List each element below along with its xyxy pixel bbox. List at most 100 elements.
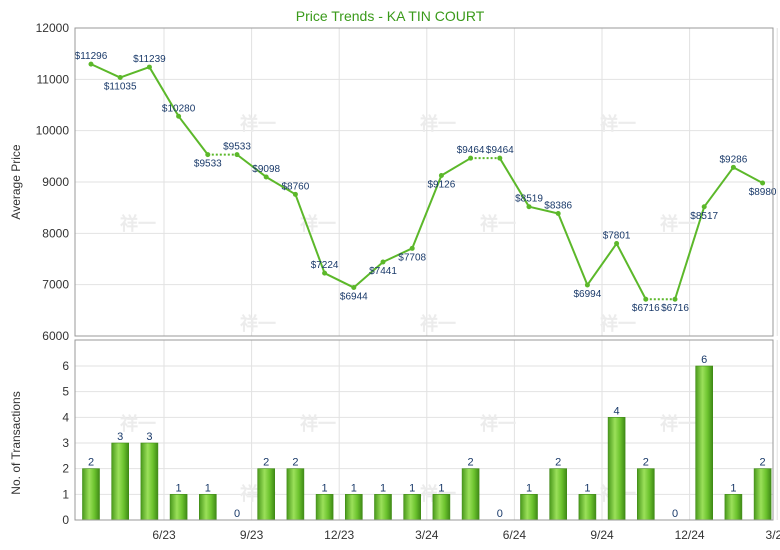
transactions-data-label: 2 bbox=[88, 457, 94, 469]
x-tick-label: 9/23 bbox=[240, 528, 264, 542]
price-data-label: $11035 bbox=[104, 82, 137, 93]
transactions-bar bbox=[82, 468, 100, 521]
transactions-y-tick-label: 4 bbox=[62, 410, 69, 424]
price-data-label: $6944 bbox=[340, 292, 368, 303]
price-data-label: $11296 bbox=[75, 51, 108, 62]
price-data-label: $10280 bbox=[162, 103, 196, 114]
transactions-bar bbox=[169, 494, 188, 521]
price-data-label: $7801 bbox=[603, 231, 631, 242]
transactions-bar bbox=[403, 494, 422, 521]
price-line-segment bbox=[265, 176, 296, 196]
price-point bbox=[643, 296, 649, 302]
price-data-label: $6716 bbox=[632, 303, 660, 314]
transactions-bar bbox=[286, 468, 305, 521]
price-line-segment bbox=[411, 175, 443, 249]
price-line-segment bbox=[615, 243, 647, 300]
x-tick-label: 6/23 bbox=[152, 528, 176, 542]
price-data-label: $8760 bbox=[281, 181, 309, 192]
price-data-label: $9098 bbox=[252, 164, 280, 175]
price-data-label: $9533 bbox=[194, 159, 222, 170]
transactions-y-tick-label: 6 bbox=[62, 359, 69, 373]
price-data-label: $6716 bbox=[661, 303, 689, 314]
watermark-logo: 祥一 bbox=[480, 213, 516, 235]
transactions-data-label: 1 bbox=[730, 482, 736, 494]
price-line-segment bbox=[90, 63, 121, 79]
price-point bbox=[409, 245, 415, 251]
x-tick-label: 3/24 bbox=[415, 528, 439, 542]
x-tick-label: 3/25 bbox=[766, 528, 780, 542]
price-y-tick-label: 8000 bbox=[42, 226, 69, 240]
transactions-data-label: 1 bbox=[351, 482, 357, 494]
x-tick-label: 12/23 bbox=[324, 528, 354, 542]
price-point bbox=[146, 64, 152, 70]
transactions-data-label: 2 bbox=[292, 457, 298, 469]
transactions-bar bbox=[140, 442, 159, 521]
price-line-segment bbox=[353, 261, 384, 289]
transactions-bar bbox=[753, 468, 772, 521]
transactions-bar bbox=[578, 494, 597, 521]
price-point bbox=[468, 155, 474, 161]
price-line-segment bbox=[294, 193, 326, 274]
price-y-tick-label: 10000 bbox=[36, 124, 70, 138]
transactions-bar bbox=[257, 468, 276, 521]
x-tick-label: 12/24 bbox=[675, 528, 705, 542]
price-line-segment bbox=[177, 115, 209, 156]
price-point bbox=[438, 173, 444, 179]
price-point bbox=[234, 152, 240, 158]
price-line-segment bbox=[324, 272, 355, 289]
transactions-y-tick-label: 0 bbox=[62, 513, 69, 527]
price-point bbox=[292, 191, 298, 197]
transactions-data-label: 2 bbox=[555, 457, 561, 469]
price-line-segment bbox=[557, 213, 589, 286]
x-tick-label: 9/24 bbox=[590, 528, 614, 542]
transactions-bar bbox=[636, 468, 655, 521]
price-line-segment bbox=[236, 153, 267, 178]
transactions-bar bbox=[315, 494, 334, 521]
transactions-data-label: 3 bbox=[146, 431, 152, 443]
transactions-data-label: 0 bbox=[497, 508, 503, 520]
price-line-segment bbox=[498, 157, 530, 208]
watermark-logo: 祥一 bbox=[600, 113, 636, 135]
price-point bbox=[176, 113, 182, 119]
transactions-data-label: 0 bbox=[672, 508, 678, 520]
price-line-segment bbox=[586, 242, 618, 286]
price-point bbox=[351, 285, 357, 291]
price-y-tick-label: 9000 bbox=[42, 175, 69, 189]
price-data-label: $9464 bbox=[486, 145, 514, 156]
price-data-label: $9126 bbox=[427, 180, 455, 191]
price-y-axis-label: Average Price bbox=[9, 144, 23, 219]
price-point bbox=[263, 174, 269, 180]
transactions-data-label: 4 bbox=[614, 405, 620, 417]
price-line-segment bbox=[440, 157, 472, 177]
transactions-y-tick-label: 1 bbox=[62, 487, 69, 501]
price-y-tick-label: 12000 bbox=[36, 21, 70, 35]
transactions-data-label: 1 bbox=[380, 482, 386, 494]
transactions-data-label: 1 bbox=[409, 482, 415, 494]
transactions-data-label: 2 bbox=[643, 457, 649, 469]
price-point bbox=[88, 61, 94, 67]
transactions-y-tick-label: 3 bbox=[62, 436, 69, 450]
price-line-segment bbox=[703, 166, 735, 208]
price-data-label: $9533 bbox=[223, 142, 251, 153]
price-data-label: $8519 bbox=[515, 194, 543, 205]
price-point bbox=[526, 204, 532, 210]
price-line-segment bbox=[382, 247, 413, 263]
price-point bbox=[730, 164, 736, 170]
transactions-data-label: 1 bbox=[438, 482, 444, 494]
price-point bbox=[205, 152, 211, 158]
price-y-tick-label: 7000 bbox=[42, 278, 69, 292]
transactions-data-label: 6 bbox=[701, 354, 707, 366]
transactions-y-axis-label: No. of Transactions bbox=[9, 391, 23, 494]
price-line-segment bbox=[732, 166, 764, 184]
price-point bbox=[672, 296, 678, 302]
watermark-logo: 祥一 bbox=[240, 113, 276, 135]
watermark-logo: 祥一 bbox=[600, 313, 636, 335]
transactions-data-label: 1 bbox=[322, 482, 328, 494]
transactions-bar bbox=[520, 494, 538, 521]
transactions-data-label: 1 bbox=[205, 482, 211, 494]
price-line-segment bbox=[119, 66, 150, 79]
price-point bbox=[584, 282, 590, 288]
